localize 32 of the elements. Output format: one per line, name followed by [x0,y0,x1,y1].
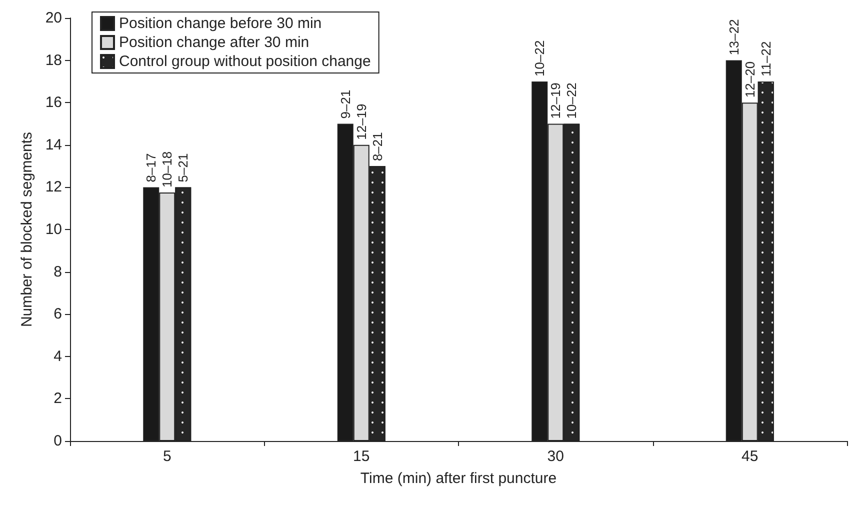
legend-label: Control group without position change [119,53,371,70]
y-tick-label: 16 [45,94,62,112]
legend-label: Position change after 30 min [119,34,310,51]
x-tick-label: 45 [742,448,758,465]
data-label: 11–22 [758,41,774,76]
data-label: 10–22 [532,40,548,76]
x-tick-label: 5 [162,448,172,465]
y-tick-label: 8 [54,263,62,280]
x-tick-label: 30 [547,448,564,465]
data-label: 12–19 [354,104,369,140]
y-tick-label: 4 [54,348,62,365]
legend-label: Position change before 30 min [119,15,322,32]
y-axis-title: Number of blocked segments [18,132,36,328]
data-label: 12–20 [742,61,758,98]
y-tick-label: 2 [54,390,62,408]
data-label: 5–21 [176,153,191,182]
y-tick-label: 20 [45,10,62,26]
data-label: 9–21 [338,90,353,119]
y-tick-label: 18 [45,52,62,69]
y-tick-label: 6 [54,306,62,323]
x-tick-label: 15 [353,448,370,465]
y-tick-label: 14 [45,136,62,154]
data-label: 12–19 [548,82,564,119]
data-label: 8–21 [370,132,385,162]
data-label: 13–22 [726,19,742,56]
y-tick-label: 12 [45,178,62,196]
y-tick-label: 0 [54,432,62,450]
y-tick-label: 10 [45,221,62,238]
data-label: 10–22 [564,82,580,119]
data-label: 8–17 [144,153,159,182]
data-label: 10–18 [160,151,175,188]
x-axis-title: Time (min) after first puncture [360,470,557,487]
